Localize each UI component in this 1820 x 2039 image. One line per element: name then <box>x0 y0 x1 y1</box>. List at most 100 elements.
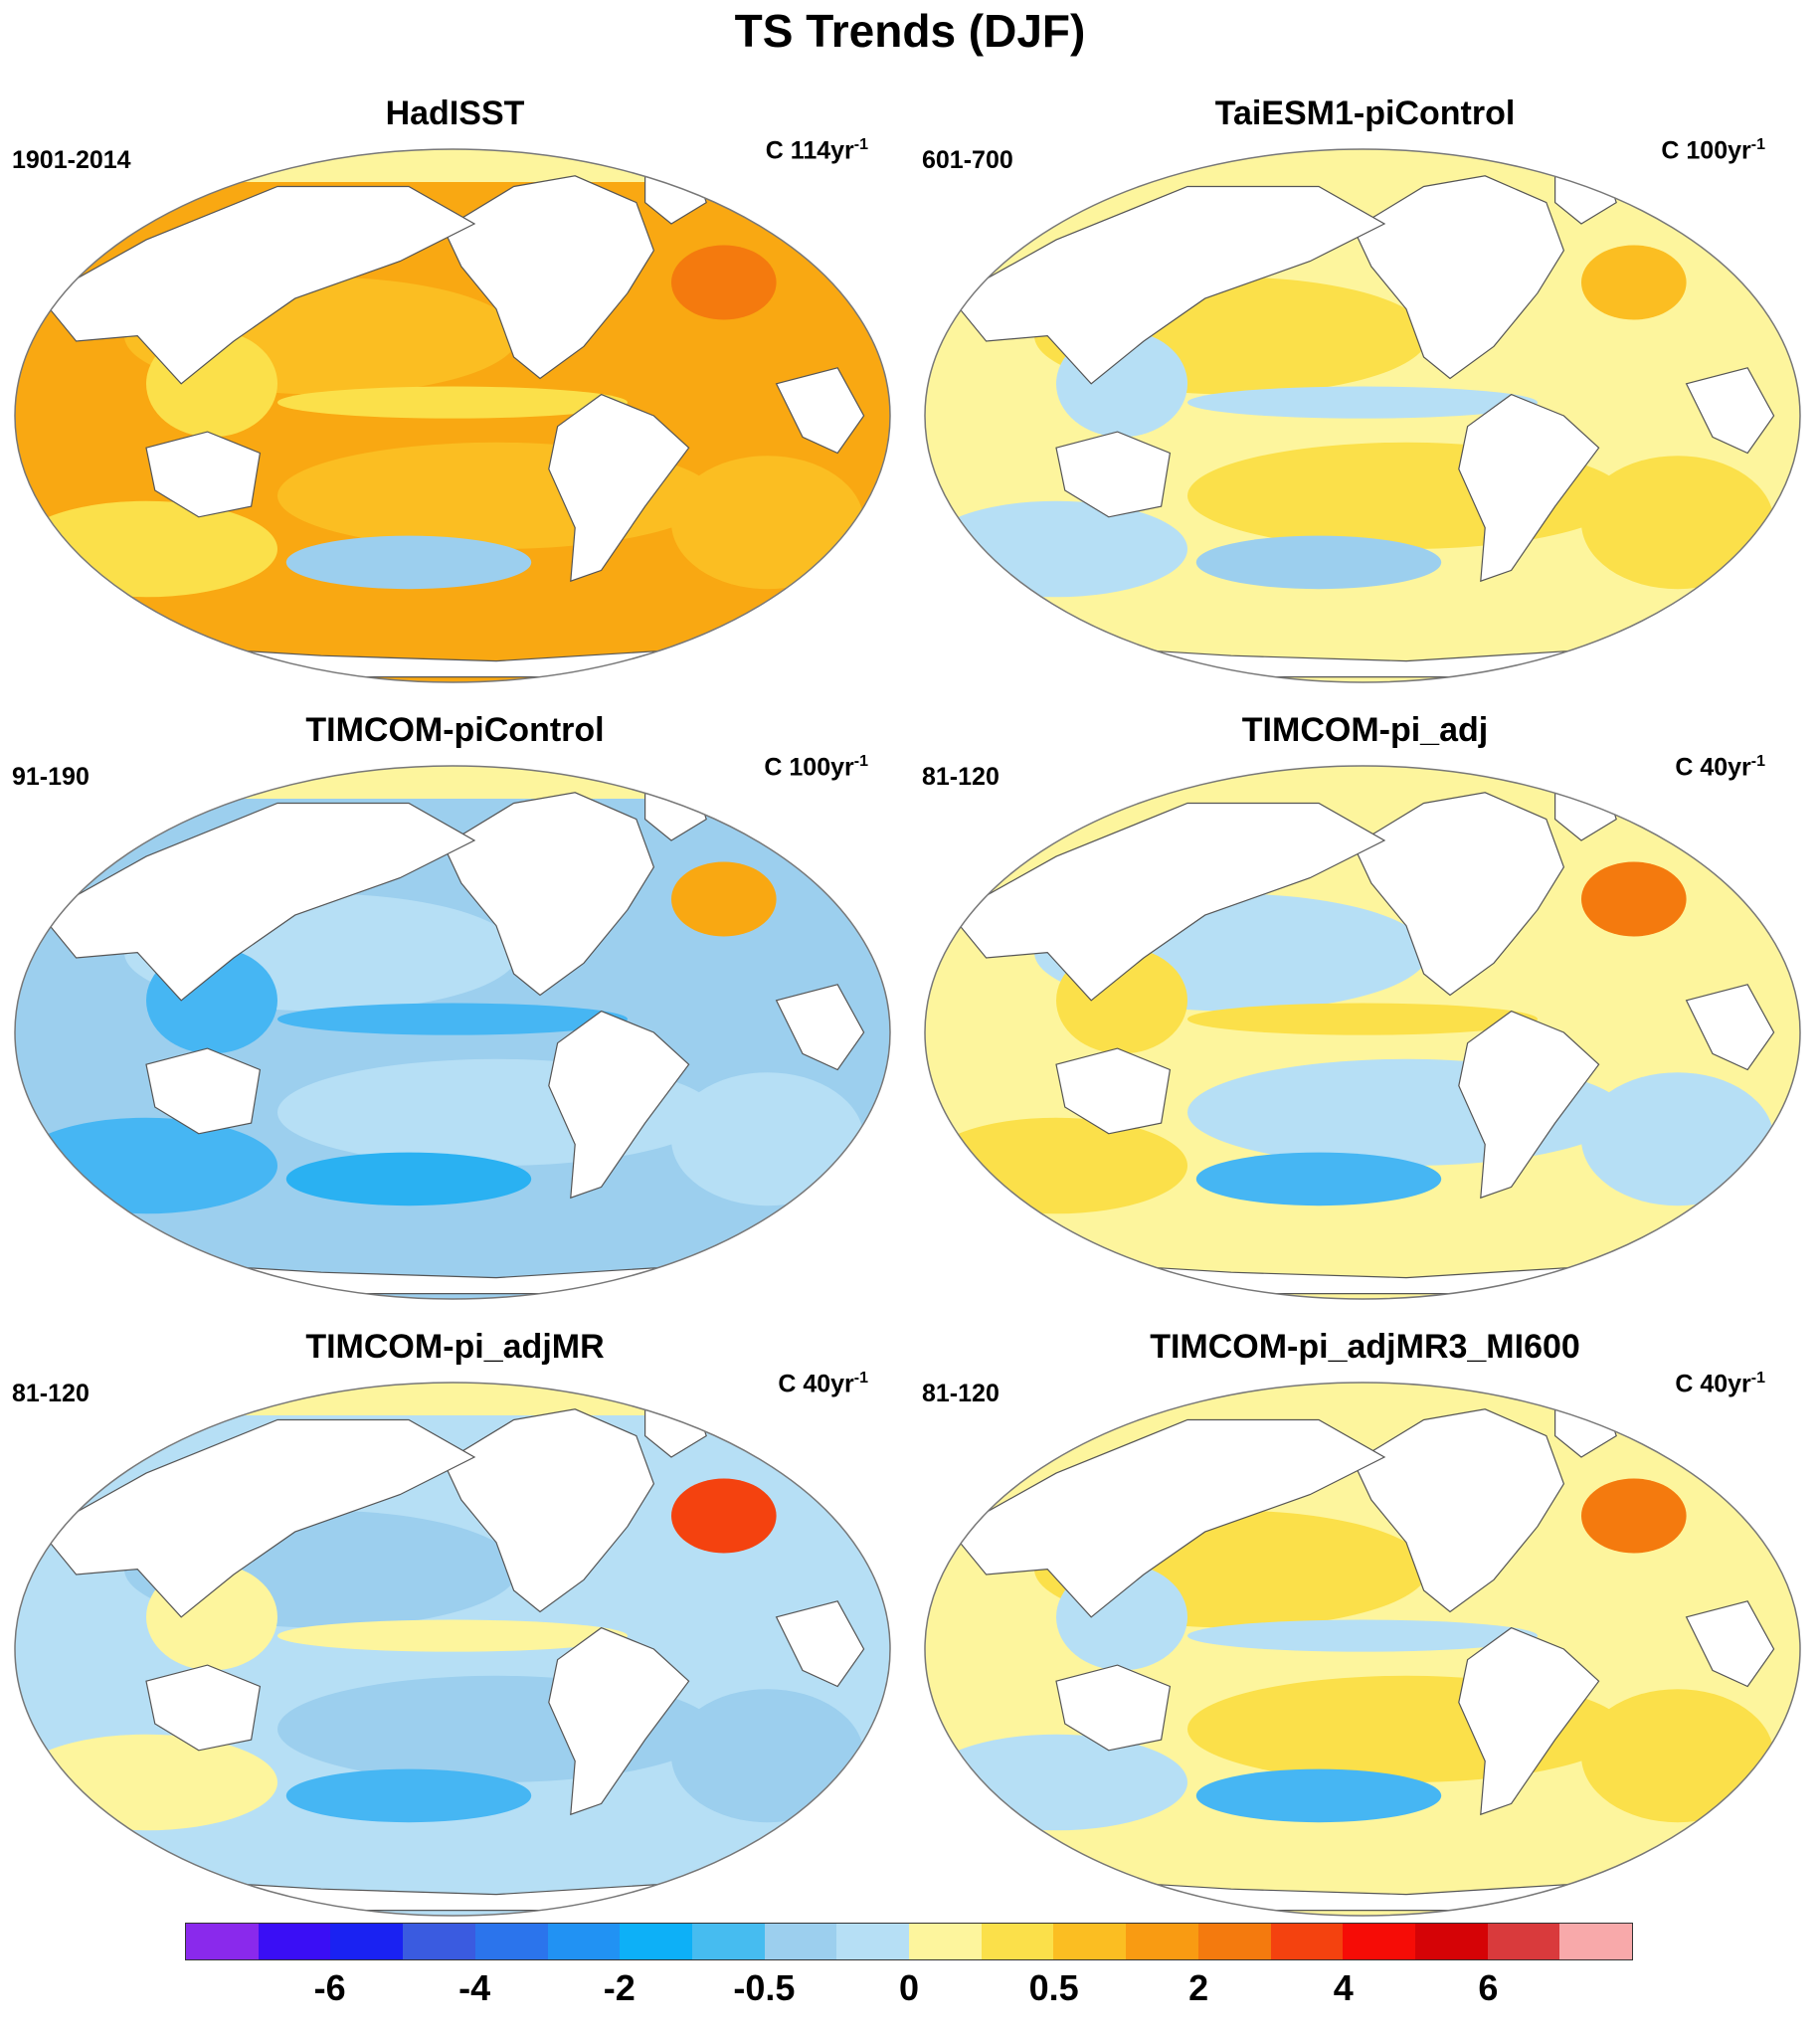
units-exponent: -1 <box>853 753 868 770</box>
map-plot <box>14 765 891 1300</box>
colorbar-cell <box>1053 1924 1127 1959</box>
arctic-band <box>925 1383 1800 1415</box>
colorbar-tick-label: 2 <box>1188 1967 1209 2008</box>
map-panel: TIMCOM-piControl 91-190 C 100yr-1 <box>0 711 910 1328</box>
units-exponent: -1 <box>1750 136 1765 153</box>
trend-contour <box>671 456 864 590</box>
colorbar-cell <box>547 1924 621 1959</box>
arctic-band <box>15 1383 890 1415</box>
trend-contour <box>925 500 1187 598</box>
map-panel: TIMCOM-pi_adjMR3_MI600 81-120 C 40yr-1 <box>910 1328 1820 1945</box>
continent-south-america <box>1458 1626 1600 1816</box>
map-outline <box>14 765 891 1300</box>
trend-contour <box>277 386 628 419</box>
panel-units: C 100yr-1 <box>1661 136 1765 165</box>
map-panel: TIMCOM-pi_adj 81-120 C 40yr-1 <box>910 711 1820 1328</box>
continent-africa-west <box>1685 984 1775 1071</box>
arctic-band <box>925 149 1800 182</box>
continent-north-america <box>1353 792 1565 997</box>
colorbar-tick-label: -0.5 <box>733 1967 796 2008</box>
continent-africa-west <box>775 367 865 455</box>
continent-north-america <box>1353 1408 1565 1613</box>
panel-units: C 40yr-1 <box>1675 1370 1765 1398</box>
units-label: C 100yr <box>1661 136 1751 165</box>
continent-australia <box>145 431 262 518</box>
continent-australia <box>145 1047 262 1135</box>
trend-contour <box>15 1734 277 1831</box>
panel-title: TIMCOM-piControl <box>305 711 605 749</box>
colorbar-cell <box>691 1924 765 1959</box>
panel-title: TIMCOM-pi_adj <box>1241 711 1489 749</box>
trend-contour <box>1581 861 1687 937</box>
continent-north-america <box>1353 175 1565 380</box>
colorbar-cell <box>474 1924 548 1959</box>
colorbar-tick-label: 4 <box>1333 1967 1354 2008</box>
trend-contour <box>285 1152 532 1206</box>
colorbar-cell <box>1197 1924 1271 1959</box>
panel-title: TaiESM1-piControl <box>1214 94 1516 132</box>
trend-contour <box>671 861 777 937</box>
colorbar-cell <box>1126 1924 1198 1959</box>
trend-contour <box>1581 1478 1687 1554</box>
trend-contour <box>671 1072 864 1206</box>
trend-contour <box>15 1117 277 1214</box>
panel-title: TIMCOM-pi_adjMR <box>305 1328 605 1366</box>
trend-contour <box>285 1768 532 1823</box>
colorbar-cell <box>1414 1924 1488 1959</box>
continent-south-america <box>548 1010 690 1200</box>
map-panel: HadISST 1901-2014 C 114yr-1 <box>0 94 910 711</box>
continent-eurasia <box>40 1418 476 1618</box>
panel-period: 81-120 <box>12 1380 90 1407</box>
colorbar-labels: -6 -4 -2 -0.5 0 0.5 2 4 6 <box>185 1967 1633 2017</box>
trend-contour <box>1195 1768 1442 1823</box>
continent-south-america <box>548 393 690 583</box>
colorbar-tick-label: 0 <box>898 1967 920 2008</box>
panel-units: C 114yr-1 <box>766 136 868 165</box>
colorbar-tick-label: -6 <box>313 1967 346 2008</box>
map-plot <box>924 765 1801 1300</box>
arctic-band <box>15 766 890 799</box>
units-label: C 40yr <box>778 1370 854 1398</box>
colorbar-cell <box>764 1924 837 1959</box>
trend-contour <box>277 1003 628 1035</box>
units-exponent: -1 <box>853 136 868 153</box>
map-panel: TIMCOM-pi_adjMR 81-120 C 40yr-1 <box>0 1328 910 1945</box>
figure-title: TS Trends (DJF) <box>734 5 1086 57</box>
continent-north-america <box>443 175 655 380</box>
panel-units: C 40yr-1 <box>778 1370 868 1398</box>
colorbar-cell <box>403 1924 475 1959</box>
trend-contour <box>1195 535 1442 590</box>
continent-africa-west <box>1685 367 1775 455</box>
trend-contour <box>1187 1003 1538 1035</box>
continent-north-america <box>443 792 655 997</box>
continent-north-america <box>443 1408 655 1613</box>
panel-period: 1901-2014 <box>12 146 131 174</box>
trend-contour <box>1187 1619 1538 1652</box>
units-label: C 40yr <box>1675 1370 1751 1398</box>
colorbar-cell <box>836 1924 910 1959</box>
continent-australia <box>1055 1047 1172 1135</box>
map-outline <box>14 1382 891 1917</box>
trend-contour <box>1581 456 1774 590</box>
trend-contour <box>925 1117 1187 1214</box>
panel-title: TIMCOM-pi_adjMR3_MI600 <box>1150 1328 1580 1366</box>
continent-south-america <box>1458 393 1600 583</box>
trend-contour <box>671 245 777 320</box>
colorbar-cell <box>909 1924 982 1959</box>
arctic-band <box>925 766 1800 799</box>
units-exponent: -1 <box>1750 1370 1765 1387</box>
trend-contour <box>671 1478 777 1554</box>
units-exponent: -1 <box>853 1370 868 1387</box>
colorbar-cell <box>1343 1924 1415 1959</box>
trend-contour <box>277 1619 628 1652</box>
colorbar-cell <box>1487 1924 1560 1959</box>
continent-eurasia <box>950 1418 1386 1618</box>
map-outline <box>14 148 891 683</box>
trend-contour <box>671 1689 864 1823</box>
colorbar-tick-label: 0.5 <box>1028 1967 1079 2008</box>
map-panel: TaiESM1-piControl 601-700 C 100yr-1 <box>910 94 1820 711</box>
colorbar-cell <box>981 1924 1054 1959</box>
colorbar <box>185 1923 1633 1960</box>
continent-eurasia <box>40 185 476 385</box>
continent-eurasia <box>950 802 1386 1002</box>
